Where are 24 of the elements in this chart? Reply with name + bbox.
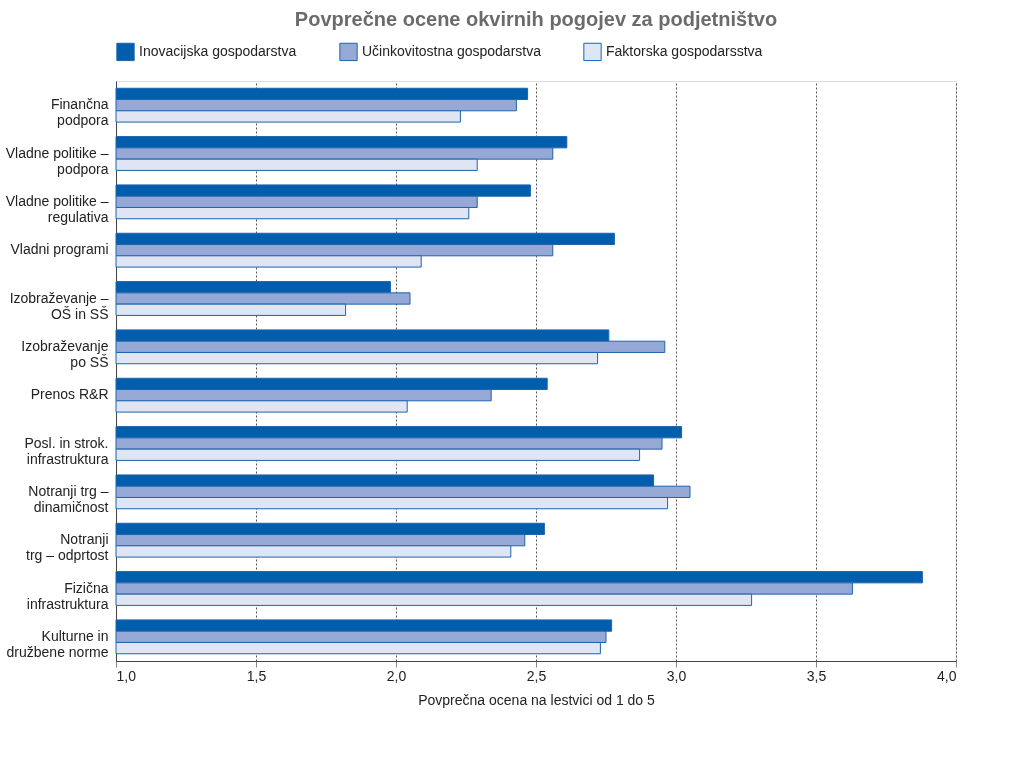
x-tick-label: 4,0 xyxy=(937,667,957,684)
y-tick-label: Izobraževanje po SŠ xyxy=(21,337,109,370)
y-tick-label: Finančna podpora xyxy=(50,96,109,129)
chart-title: Povprečne ocene okvirnih pogojev za podjetništvo xyxy=(294,8,778,30)
y-tick-label: Vladne politike – regulativa xyxy=(5,192,109,225)
x-tick-label: 1,0 xyxy=(116,667,137,684)
y-tick-label: Vladne politike – podpora xyxy=(5,144,109,177)
y-tick-label: Izobraževanje – OŠ in SŠ xyxy=(9,289,109,322)
y-tick-label: Posl. in strok. infrastruktura xyxy=(24,434,109,467)
y-tick-label: Notranji trg – odprtost xyxy=(26,531,109,564)
y-tick-label: Kulturne in družbene norme xyxy=(6,627,109,660)
x-axis-title: Povprečna ocena na lestvici od 1 do 5 xyxy=(418,691,656,708)
legend-label: Inovacijska gospodarstva xyxy=(139,42,297,59)
legend-label: Učinkovitostna gospodarstva xyxy=(362,42,542,59)
y-tick-label: Notranji trg – dinamičnost xyxy=(28,482,109,515)
x-tick-label: 3,5 xyxy=(806,667,827,684)
x-tick-label: 3,0 xyxy=(666,667,687,684)
x-tick-label: 2,5 xyxy=(526,667,547,684)
x-tick-label: 2,0 xyxy=(386,667,407,684)
x-tick-label: 1,5 xyxy=(246,667,267,684)
y-tick-label: Prenos R&R xyxy=(30,386,109,403)
y-tick-label: Vladni programi xyxy=(10,241,109,258)
legend-label: Faktorska gospodarsstva xyxy=(606,42,763,59)
y-tick-label: Fizična infrastruktura xyxy=(26,579,109,612)
